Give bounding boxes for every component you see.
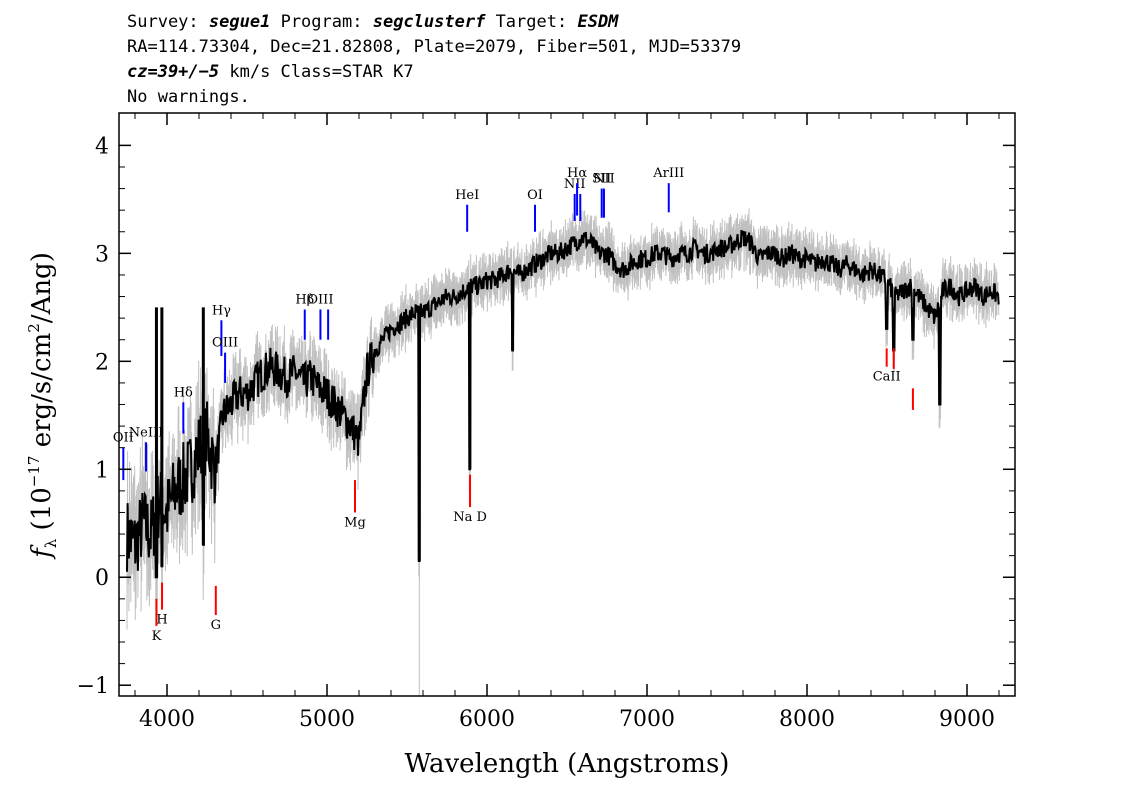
axis-ticks: 4000 5000 6000 7000 8000 9000 −1 0 1 2 3 4: [77, 113, 1015, 732]
emission-line-label: Hγ: [212, 303, 231, 318]
x-tick-label: 9000: [939, 707, 995, 732]
x-axis-label: Wavelength (Angstroms): [405, 749, 730, 779]
header-line-2: RA=114.73304, Dec=21.82808, Plate=2079, …: [127, 37, 741, 57]
emission-line-label: Hβ: [295, 292, 314, 307]
absorption-line-label: CaII: [873, 370, 901, 385]
absorption-line-label: H: [156, 613, 167, 628]
absorption-line-label: K: [152, 629, 162, 644]
x-tick-label: 7000: [619, 707, 675, 732]
header-line-1: Survey: segue1 Program: segclusterf Targ…: [127, 12, 619, 32]
absorption-line-label: Na D: [453, 510, 487, 525]
emission-line-label: NeIII: [129, 425, 163, 440]
y-tick-label: 2: [95, 350, 109, 375]
emission-line-label: SII: [592, 172, 611, 187]
y-axis-unit-a: (10: [27, 487, 57, 539]
y-axis-unit-c: /Ang): [27, 252, 57, 323]
emission-line-label: NII: [593, 172, 615, 187]
absorption-line-label: Mg: [344, 515, 366, 530]
emission-line-label: OIII: [212, 336, 238, 351]
emission-line-label: OIII: [307, 292, 333, 307]
x-tick-label: 8000: [779, 707, 835, 732]
y-axis-square: 2: [25, 323, 43, 333]
program-label: Program:: [281, 12, 363, 32]
redshift-value: cz=39+/−5: [127, 62, 219, 82]
y-tick-label: 1: [95, 458, 109, 483]
survey-value: segue1: [209, 12, 270, 32]
absorption-line-markers: KH G Mg Na D CaII: [152, 348, 914, 644]
emission-line-label: Hα: [567, 166, 587, 181]
emission-line-label: OI: [527, 188, 543, 203]
y-axis-exponent: −17: [25, 456, 43, 488]
flux-line: [126, 229, 1000, 579]
x-tick-label: 6000: [459, 707, 515, 732]
y-axis-label: fλ (10−17 erg/s/cm2/Ang): [25, 252, 60, 560]
error-band: [126, 208, 1000, 696]
header-line-3: cz=39+/−5 km/s Class=STAR K7: [127, 62, 414, 82]
absorption-features: [154, 307, 942, 578]
x-tick-label: 4000: [139, 707, 195, 732]
y-axis-unit-b: erg/s/cm: [27, 333, 57, 456]
emission-line-label: NII: [564, 177, 586, 192]
y-axis-subscript: λ: [42, 538, 60, 548]
program-value: segclusterf: [373, 12, 486, 32]
class-value: km/s Class=STAR K7: [229, 62, 413, 82]
flux-series: [126, 229, 1000, 579]
target-value: ESDM: [577, 12, 619, 32]
y-tick-label: 4: [95, 134, 109, 159]
target-label: Target:: [496, 12, 568, 32]
y-tick-label: 0: [95, 566, 109, 591]
emission-line-label: Hδ: [174, 385, 193, 400]
emission-line-label: HeI: [455, 188, 479, 203]
y-tick-label: −1: [77, 674, 109, 699]
y-tick-label: 3: [95, 242, 109, 267]
emission-line-label: ArIII: [652, 166, 684, 181]
header-line-4: No warnings.: [127, 87, 250, 107]
emission-line-label: OII: [113, 431, 134, 446]
absorption-line-label: G: [211, 618, 221, 633]
survey-label: Survey:: [127, 12, 199, 32]
x-tick-label: 5000: [299, 707, 355, 732]
